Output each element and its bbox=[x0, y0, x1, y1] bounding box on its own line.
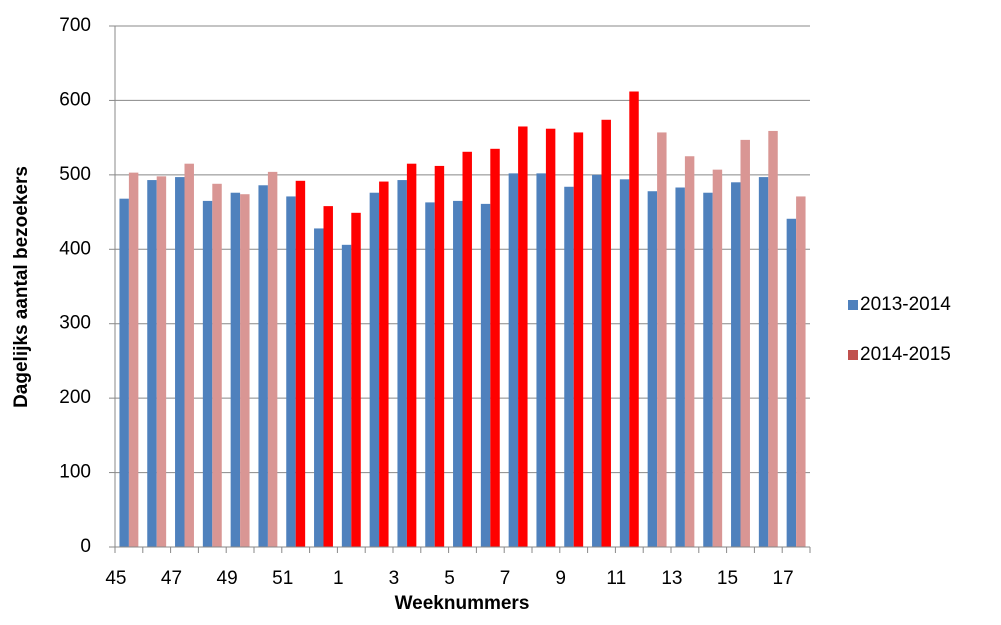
y-tick-label: 200 bbox=[59, 387, 91, 408]
x-tick-label: 3 bbox=[389, 568, 400, 589]
bar bbox=[601, 119, 611, 547]
bar bbox=[147, 180, 157, 547]
bar bbox=[314, 228, 324, 547]
x-tick-label: 7 bbox=[500, 568, 511, 589]
y-tick-label: 100 bbox=[59, 462, 91, 483]
x-tick-label: 17 bbox=[773, 568, 794, 589]
bar bbox=[425, 202, 435, 547]
bar bbox=[647, 191, 658, 547]
bar bbox=[369, 192, 380, 547]
x-tick-label: 5 bbox=[444, 568, 455, 589]
bar bbox=[758, 177, 769, 547]
bar bbox=[462, 151, 472, 547]
bar bbox=[128, 172, 139, 548]
bar bbox=[518, 126, 528, 547]
bar bbox=[564, 186, 574, 547]
bar bbox=[573, 132, 584, 547]
bar bbox=[786, 218, 797, 547]
x-tick-label: 9 bbox=[555, 568, 566, 589]
bar bbox=[341, 244, 352, 547]
bar bbox=[684, 156, 695, 547]
x-axis-title: Weeknummers bbox=[395, 593, 530, 614]
bar bbox=[175, 177, 185, 547]
bar bbox=[592, 174, 602, 547]
bar bbox=[406, 163, 417, 547]
bar bbox=[740, 139, 750, 547]
bar bbox=[453, 200, 463, 547]
legend-label: 2013-2014 bbox=[860, 294, 951, 315]
y-tick-label: 300 bbox=[59, 313, 91, 334]
y-tick-label: 0 bbox=[80, 536, 91, 557]
bar bbox=[675, 187, 685, 547]
bar bbox=[323, 206, 333, 548]
bar bbox=[768, 130, 778, 548]
x-tick-label: 13 bbox=[661, 568, 682, 589]
bar bbox=[796, 196, 806, 548]
x-tick-label: 45 bbox=[105, 568, 126, 589]
bar bbox=[267, 171, 278, 547]
y-axis-title: Dagelijks aantal bezoekers bbox=[11, 166, 32, 408]
bar bbox=[156, 176, 167, 548]
y-tick-label: 500 bbox=[59, 164, 91, 185]
bar bbox=[286, 196, 296, 548]
bar bbox=[480, 203, 491, 548]
x-tick-label: 49 bbox=[217, 568, 238, 589]
bar bbox=[258, 185, 268, 547]
y-tick-label: 400 bbox=[59, 238, 91, 259]
x-tick-label: 11 bbox=[606, 568, 626, 589]
bar bbox=[379, 181, 389, 547]
bar bbox=[230, 192, 241, 547]
bar bbox=[202, 200, 213, 547]
bar bbox=[731, 182, 741, 548]
y-tick-label: 700 bbox=[59, 15, 91, 36]
bar bbox=[351, 212, 361, 547]
legend-swatch bbox=[848, 300, 858, 310]
bar bbox=[184, 163, 194, 547]
bar bbox=[295, 180, 306, 547]
bar bbox=[434, 165, 445, 547]
bar bbox=[629, 91, 639, 548]
bar bbox=[703, 192, 713, 547]
bar bbox=[240, 194, 250, 548]
x-tick-label: 51 bbox=[272, 568, 293, 589]
legend-label: 2014-2015 bbox=[860, 344, 951, 365]
x-tick-label: 1 bbox=[333, 568, 344, 589]
bar bbox=[545, 128, 556, 547]
legend-swatch bbox=[848, 350, 858, 360]
bar bbox=[490, 148, 500, 548]
bar bbox=[657, 132, 667, 547]
bar bbox=[619, 179, 630, 547]
x-tick-label: 47 bbox=[161, 568, 182, 589]
x-tick-label: 15 bbox=[717, 568, 738, 589]
bar bbox=[397, 180, 407, 547]
bar bbox=[712, 169, 723, 547]
bar bbox=[212, 183, 222, 547]
bar bbox=[536, 173, 546, 547]
bar bbox=[119, 198, 129, 547]
bar bbox=[508, 173, 519, 547]
y-tick-label: 600 bbox=[59, 89, 91, 110]
